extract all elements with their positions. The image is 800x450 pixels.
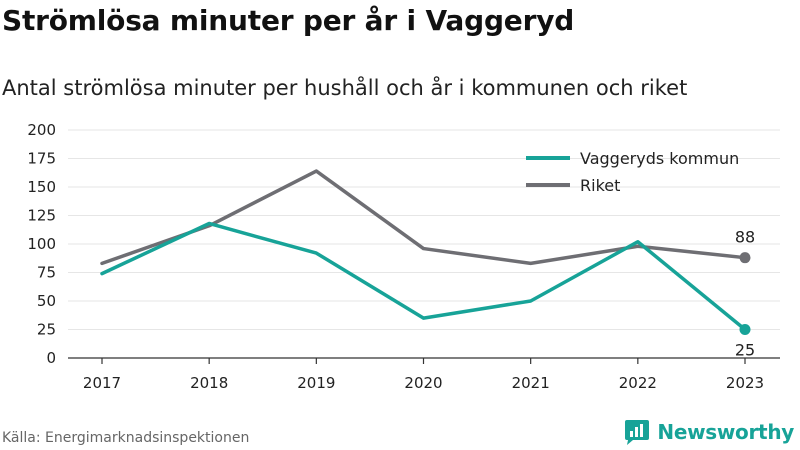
y-tick-label: 0 [46, 349, 56, 367]
y-tick-label: 125 [27, 207, 56, 225]
y-tick-label: 75 [37, 264, 56, 282]
data-label-riket-2023: 88 [735, 228, 755, 247]
data-label-vaggeryd-2023: 25 [735, 341, 755, 360]
series-line-vaggeryds-kommun [100, 221, 747, 332]
axes: 0 25 50 75 100 125 150 175 200 2017 2018 2019 2020 20… [27, 121, 780, 392]
chart-title: Strömlösa minuter per år i Vaggeryd [2, 4, 575, 37]
series [100, 169, 751, 335]
y-tick-label: 150 [27, 178, 56, 196]
chart-subtitle: Antal strömlösa minuter per hushåll och … [2, 76, 688, 100]
newsworthy-logo-icon [625, 420, 650, 445]
y-tick-label: 25 [37, 321, 56, 339]
brand-name: Newsworthy [657, 420, 794, 444]
end-marker [739, 324, 751, 335]
series-line-riket [100, 169, 747, 266]
y-tick-label: 175 [27, 150, 56, 168]
legend-label: Vaggeryds kommun [580, 149, 739, 168]
grid [68, 129, 780, 330]
data-labels: 25 88 [735, 228, 755, 360]
x-tick-label: 2018 [190, 374, 228, 392]
x-tick-label: 2017 [83, 374, 121, 392]
source-note: Källa: Energimarknadsinspektionen [2, 430, 250, 446]
legend-label: Riket [580, 176, 620, 195]
x-tick-label: 2019 [297, 374, 335, 392]
y-tick-label: 100 [27, 235, 56, 253]
y-tick-label: 200 [27, 121, 56, 139]
y-tick-label: 50 [37, 292, 56, 310]
x-tick-label: 2020 [404, 374, 442, 392]
end-marker [739, 252, 751, 264]
x-tick-label: 2022 [619, 374, 657, 392]
brand-logo: Newsworthy [623, 418, 794, 446]
x-tick-label: 2023 [726, 374, 764, 392]
legend: Vaggeryds kommun Riket [526, 149, 739, 195]
x-tick-label: 2021 [512, 374, 550, 392]
